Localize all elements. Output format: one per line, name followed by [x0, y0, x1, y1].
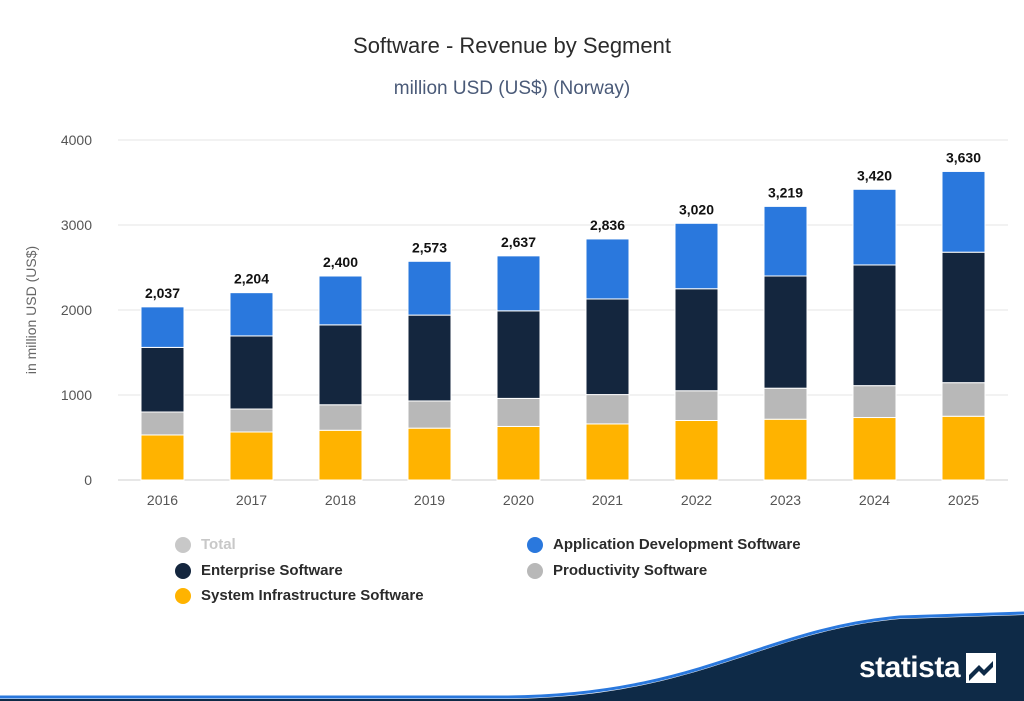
- y-tick-label: 4000: [61, 132, 92, 148]
- bar-segment-productivity-software: [496, 397, 541, 427]
- x-tick-label: 2020: [503, 492, 534, 508]
- bar-segment-application-development-software: [407, 260, 452, 316]
- legend-dot-icon: [175, 536, 191, 553]
- bar-segment-enterprise-software: [318, 324, 363, 406]
- bar-segment-enterprise-software: [941, 251, 986, 384]
- legend-dot-icon: [527, 536, 543, 553]
- x-tick-label: 2018: [325, 492, 356, 508]
- bar-segment-application-development-software: [229, 292, 274, 337]
- bar-segment-system-infrastructure-software: [229, 431, 274, 481]
- bar-segment-application-development-software: [941, 170, 986, 253]
- x-tick-label: 2024: [859, 492, 890, 508]
- total-data-label: 2,637: [501, 234, 536, 250]
- bar-segment-enterprise-software: [852, 264, 897, 387]
- legend-label: Application Development Software: [553, 536, 801, 553]
- bar-segment-enterprise-software: [229, 335, 274, 410]
- bar-segment-system-infrastructure-software: [674, 420, 719, 481]
- stacked-bar-chart: 0 1000 2000 3000 4000 in million USD (US$) 2,0…: [23, 132, 1008, 508]
- legend-item-application-development[interactable]: Application Development Software: [527, 536, 801, 553]
- x-tick-label: 2025: [948, 492, 979, 508]
- bar-segment-productivity-software: [674, 390, 719, 421]
- bar-segment-system-infrastructure-software: [763, 418, 808, 481]
- footer-wave-accent: [0, 611, 1024, 699]
- bar-segment-productivity-software: [585, 394, 630, 425]
- bar-segment-application-development-software: [496, 255, 541, 312]
- total-data-label: 3,219: [768, 184, 803, 200]
- bar-segment-enterprise-software: [674, 288, 719, 392]
- bar-segment-system-infrastructure-software: [496, 425, 541, 481]
- x-tick-label: 2021: [592, 492, 623, 508]
- statista-logo-icon: [966, 653, 996, 683]
- bar-segment-productivity-software: [763, 387, 808, 420]
- x-tick-label: 2019: [414, 492, 445, 508]
- y-tick-label: 2000: [61, 302, 92, 318]
- bar-segment-productivity-software: [941, 382, 986, 417]
- bar-segment-application-development-software: [674, 222, 719, 290]
- bar-segment-application-development-software: [140, 306, 185, 348]
- legend-item-productivity[interactable]: Productivity Software: [527, 562, 707, 579]
- legend-item-enterprise[interactable]: Enterprise Software: [175, 562, 343, 579]
- total-data-label: 2,573: [412, 239, 447, 255]
- bar-segment-application-development-software: [763, 205, 808, 277]
- y-tick-label: 1000: [61, 387, 92, 403]
- bar-segment-application-development-software: [852, 188, 897, 266]
- legend-label: Enterprise Software: [201, 562, 343, 579]
- bar-segment-application-development-software: [318, 275, 363, 326]
- x-tick-label: 2022: [681, 492, 712, 508]
- bar-segment-system-infrastructure-software: [941, 415, 986, 481]
- bar-segment-productivity-software: [852, 385, 897, 419]
- legend-label: Total: [201, 536, 236, 553]
- bar-segment-system-infrastructure-software: [585, 423, 630, 481]
- bar-segment-application-development-software: [585, 238, 630, 300]
- legend-item-system-infrastructure[interactable]: System Infrastructure Software: [175, 587, 424, 604]
- bar-segment-system-infrastructure-software: [140, 434, 185, 481]
- bar-segment-productivity-software: [229, 408, 274, 433]
- legend-dot-icon: [527, 562, 543, 579]
- statista-brand[interactable]: statista: [859, 651, 996, 685]
- footer-wave: [0, 611, 1024, 701]
- footer-wave-fill: [0, 615, 1024, 701]
- y-tick-label: 0: [84, 472, 92, 488]
- total-data-label: 3,420: [857, 167, 892, 183]
- legend-item-total[interactable]: Total: [175, 536, 236, 553]
- bar-segment-enterprise-software: [496, 310, 541, 399]
- bar-segment-productivity-software: [318, 404, 363, 431]
- chart-title: Software - Revenue by Segment: [353, 33, 671, 58]
- bar-segment-system-infrastructure-software: [852, 417, 897, 481]
- total-data-label: 2,204: [234, 271, 269, 287]
- legend-label: System Infrastructure Software: [201, 587, 424, 604]
- total-data-label: 2,836: [590, 217, 625, 233]
- legend-dot-icon: [175, 587, 191, 604]
- bar-segment-system-infrastructure-software: [407, 427, 452, 481]
- x-tick-label: 2023: [770, 492, 801, 508]
- y-tick-label: 3000: [61, 217, 92, 233]
- x-tick-label: 2017: [236, 492, 267, 508]
- chart-subtitle: million USD (US$) (Norway): [393, 78, 631, 99]
- brand-name: statista: [858, 651, 961, 684]
- total-data-label: 3,630: [946, 149, 981, 165]
- legend-label: Productivity Software: [553, 562, 708, 579]
- total-data-label: 2,400: [323, 254, 358, 270]
- bar-segment-system-infrastructure-software: [318, 429, 363, 481]
- legend-dot-icon: [175, 562, 191, 579]
- bar-segment-enterprise-software: [763, 275, 808, 389]
- bar-segment-productivity-software: [140, 411, 185, 436]
- total-data-label: 3,020: [679, 201, 714, 217]
- bar-segment-enterprise-software: [407, 314, 452, 402]
- total-data-label: 2,037: [145, 285, 180, 301]
- bar-segment-enterprise-software: [140, 346, 185, 413]
- x-tick-label: 2016: [147, 492, 178, 508]
- y-axis-title: in million USD (US$): [23, 246, 39, 374]
- bar-segment-productivity-software: [407, 400, 452, 429]
- bar-segment-enterprise-software: [585, 298, 630, 396]
